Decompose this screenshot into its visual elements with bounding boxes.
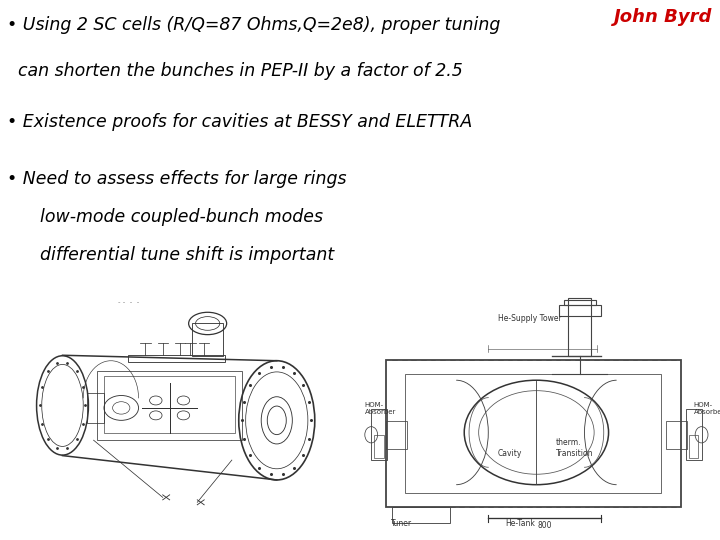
Text: therm.
Transition: therm. Transition xyxy=(556,438,593,458)
Text: • Existence proofs for cavities at BESSY and ELETTRA: • Existence proofs for cavities at BESSY… xyxy=(7,113,472,131)
Bar xyxy=(689,435,698,458)
Text: - -  -  -: - - - - xyxy=(118,299,139,305)
Text: He-Tank: He-Tank xyxy=(505,519,535,529)
Bar xyxy=(104,376,235,433)
Bar xyxy=(386,361,680,507)
Text: HOM-
Absorber: HOM- Absorber xyxy=(693,402,720,415)
Text: low-mode coupled-bunch modes: low-mode coupled-bunch modes xyxy=(7,208,323,226)
Bar xyxy=(97,370,242,440)
Bar xyxy=(192,323,223,356)
Text: John Byrd: John Byrd xyxy=(614,8,713,26)
Bar xyxy=(405,374,662,493)
Text: Cavity: Cavity xyxy=(498,449,522,458)
Bar xyxy=(374,435,384,458)
Bar xyxy=(372,409,387,460)
Text: • Using 2 SC cells (R/Q=87 Ohms,Q=2e8), proper tuning: • Using 2 SC cells (R/Q=87 Ohms,Q=2e8), … xyxy=(7,16,500,34)
Text: • Need to assess effects for large rings: • Need to assess effects for large rings xyxy=(7,170,347,188)
Text: HOM-
Absorber: HOM- Absorber xyxy=(365,402,396,415)
Text: differential tune shift is important: differential tune shift is important xyxy=(7,246,335,264)
Bar xyxy=(569,298,591,356)
Bar xyxy=(685,409,701,460)
Text: Tuner: Tuner xyxy=(391,519,413,529)
Bar xyxy=(559,305,600,316)
Text: can shorten the bunches in PEP-II by a factor of 2.5: can shorten the bunches in PEP-II by a f… xyxy=(7,62,463,80)
Bar xyxy=(666,421,687,449)
Bar xyxy=(128,354,225,362)
Bar xyxy=(86,393,104,423)
Bar xyxy=(386,421,407,449)
Bar xyxy=(392,507,450,523)
Bar xyxy=(564,300,595,305)
Text: 800: 800 xyxy=(537,521,552,530)
Text: He-Supply Tower: He-Supply Tower xyxy=(498,314,562,323)
